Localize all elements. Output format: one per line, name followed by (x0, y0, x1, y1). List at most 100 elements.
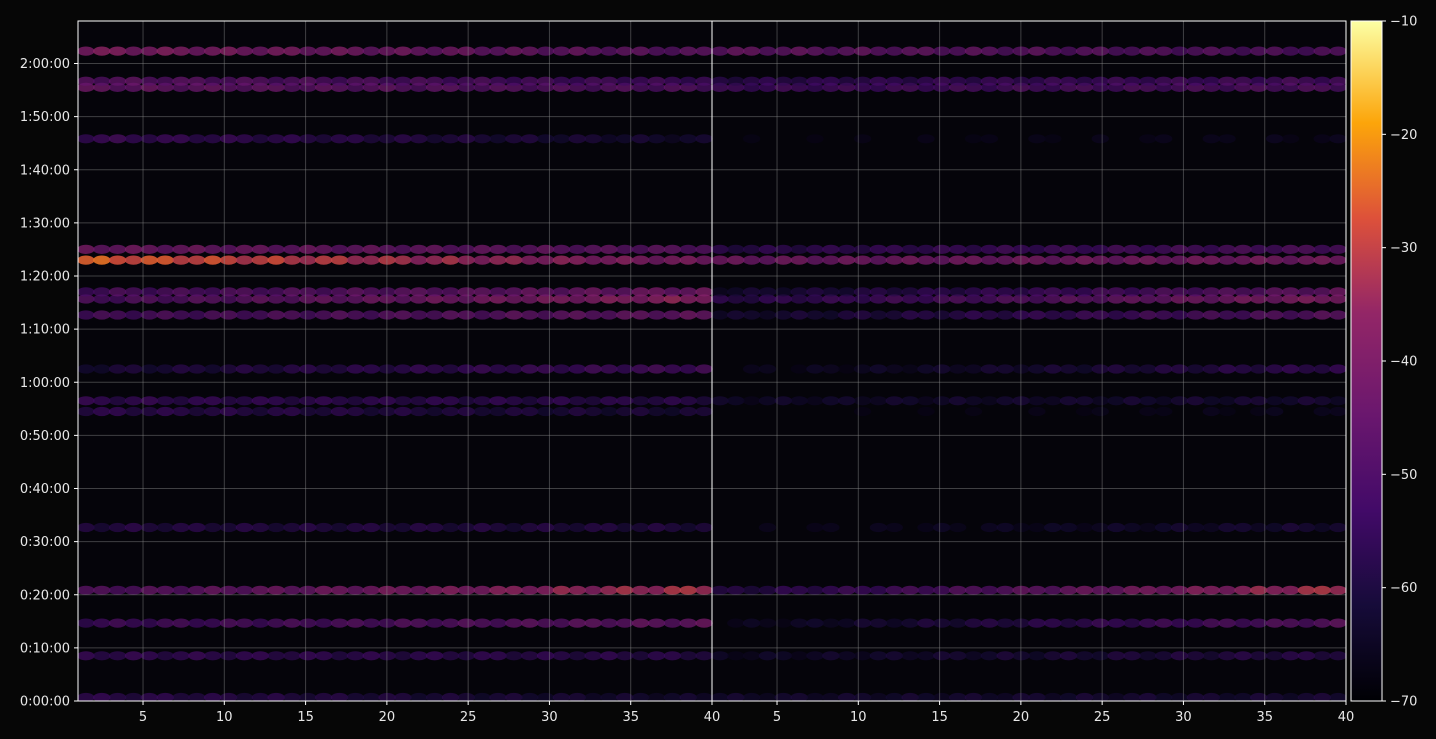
heat-cell (346, 46, 365, 56)
heat-cell (1218, 310, 1236, 320)
heat-cell (330, 651, 349, 661)
heat-cell (1091, 406, 1110, 417)
heat-cell (964, 244, 983, 254)
heat-cell (1250, 618, 1268, 628)
y-tick-label: 0:20:00 (20, 588, 70, 603)
heat-cell (1266, 651, 1284, 661)
heat-cell (806, 618, 824, 628)
heatmap-layer (78, 46, 1346, 701)
heat-cell (235, 46, 254, 56)
heat-cell (869, 244, 888, 254)
heat-cell (1170, 294, 1189, 304)
heat-cell (1329, 287, 1346, 297)
heat-cell (140, 692, 158, 701)
heat-cell (457, 651, 475, 661)
heat-cell (1313, 76, 1331, 86)
heat-cell (695, 310, 713, 320)
heat-cell (695, 522, 713, 533)
heat-cell (885, 396, 903, 406)
heat-cell (457, 76, 475, 86)
heat-cell (1202, 585, 1221, 595)
heat-cell (315, 255, 333, 265)
heat-cell (711, 287, 729, 297)
heat-cell (219, 46, 238, 56)
heat-cell (251, 134, 269, 144)
y-tick-label: 1:50:00 (20, 110, 70, 125)
heat-cell (616, 585, 634, 595)
heat-cell (790, 255, 808, 265)
heat-cell (204, 585, 222, 595)
heat-cell (1250, 364, 1268, 374)
heat-cell (378, 310, 396, 320)
y-tick-label: 0:50:00 (20, 429, 70, 444)
heat-cell (742, 255, 761, 265)
y-tick-label: 1:40:00 (20, 163, 70, 178)
y-tick-label: 1:20:00 (20, 270, 70, 285)
heat-cell (267, 396, 285, 406)
heat-cell (441, 294, 460, 304)
heat-cell (410, 396, 428, 406)
heat-cell (742, 585, 761, 595)
heat-cell (917, 396, 935, 406)
heat-cell (1044, 76, 1062, 86)
heat-cell (1107, 585, 1125, 595)
axes: 0:00:00 0:10:00 0:20:00 0:30:00 0:40:00 0:50:… (20, 20, 1354, 725)
heat-cell (869, 522, 888, 533)
heat-cell (219, 522, 238, 533)
heat-cell (584, 618, 602, 628)
heat-cell (996, 364, 1014, 374)
heat-cell (93, 651, 111, 661)
heat-cell (299, 406, 317, 417)
heat-cell (616, 244, 634, 254)
heat-cell (1044, 294, 1062, 304)
heat-cell (1186, 692, 1205, 701)
heat-cell (235, 255, 254, 265)
heat-cell (315, 406, 333, 417)
heat-cell (774, 585, 792, 595)
heat-cell (584, 294, 602, 304)
heat-cell (283, 244, 301, 254)
heat-cell (521, 310, 539, 320)
heat-cell (267, 522, 285, 533)
x-tick-label: 15 (297, 710, 314, 725)
heat-cell (1059, 618, 1078, 628)
heat-cell (568, 396, 586, 406)
heat-cell (1139, 406, 1157, 417)
heat-cell (346, 396, 365, 406)
heat-cell (93, 287, 111, 297)
x-tick-label: 5 (139, 710, 147, 725)
heat-cell (188, 310, 206, 320)
heat-cell (457, 255, 475, 265)
heat-cell (695, 585, 713, 595)
heat-cell (204, 76, 222, 86)
heat-cell (251, 46, 269, 56)
heat-cell (299, 76, 317, 86)
heat-cell (822, 244, 840, 254)
heat-cell (1218, 692, 1236, 701)
heat-cell (489, 134, 507, 144)
heat-cell (568, 294, 586, 304)
heat-cell (790, 287, 808, 297)
heat-cell (790, 651, 808, 661)
heat-cell (1202, 46, 1221, 56)
heat-cell (124, 46, 143, 56)
heat-cell (156, 396, 174, 406)
heat-cell (362, 134, 380, 144)
heat-cell (378, 522, 396, 533)
heat-cell (251, 406, 269, 417)
heat-cell (806, 651, 824, 661)
heat-cell (394, 692, 412, 701)
heat-cell (219, 585, 238, 595)
heat-cell (568, 692, 586, 701)
heat-cell (742, 244, 761, 254)
heat-cell (505, 134, 523, 144)
heat-cell (330, 287, 349, 297)
heat-cell (78, 244, 95, 254)
heat-cell (1028, 522, 1046, 533)
heat-cell (1155, 134, 1173, 144)
heat-cell (1281, 692, 1300, 701)
heat-cell (251, 522, 269, 533)
heat-cell (1297, 46, 1316, 56)
heat-cell (1266, 294, 1284, 304)
heat-cell (108, 364, 127, 374)
